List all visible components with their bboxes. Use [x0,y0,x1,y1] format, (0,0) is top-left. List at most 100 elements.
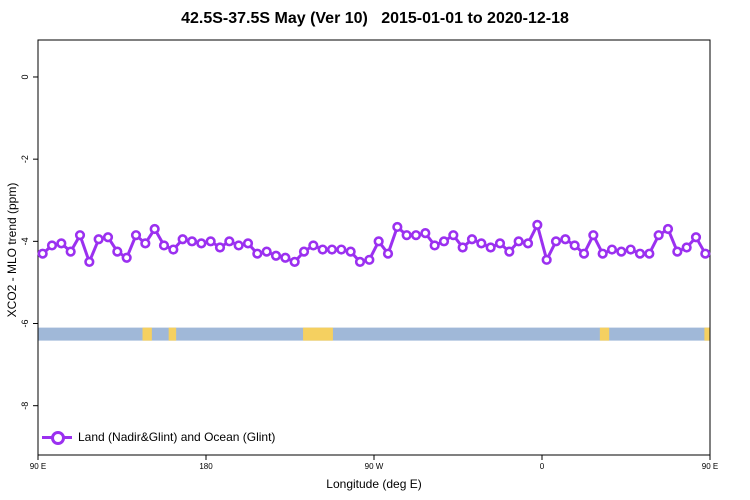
data-point [410,230,422,241]
data-point [336,244,347,255]
x-axis-label: Longitude (deg E) [326,477,422,491]
x-tick-label: 0 [540,462,545,471]
data-point [401,230,412,241]
data-point [130,230,142,241]
data-point [700,248,711,259]
land-band-segment [303,327,333,341]
data-point [354,256,366,267]
land-band-segment [704,327,710,341]
chart-title: 42.5S-37.5S May (Ver 10) 2015-01-01 to 2… [181,10,569,27]
x-tick-label: 90 E [702,462,718,471]
data-point [56,238,67,249]
data-point [681,242,692,253]
data-point [112,246,123,257]
data-point [242,238,254,249]
data-point [532,219,543,231]
data-point [494,238,506,249]
data-point [625,244,636,255]
data-point [653,230,664,241]
data-point [522,238,534,249]
y-tick-label: -2 [20,155,30,163]
data-point [634,248,646,259]
data-point [177,234,188,245]
data-point [560,234,571,245]
land-band-segment [599,327,610,341]
data-point [270,250,282,261]
ocean-band [38,327,710,341]
data-point [102,232,114,243]
data-point [205,236,216,247]
data-point [140,238,151,249]
data-point [578,248,590,259]
data-point [196,238,207,249]
legend-swatch [42,430,72,445]
data-point [84,256,95,267]
data-point [616,246,627,257]
data-point [168,244,179,255]
data-point [186,236,198,247]
data-point [382,248,394,259]
data-point [65,246,76,257]
y-tick-label: -8 [20,402,30,410]
x-tick-label: 180 [199,462,213,471]
data-point [476,238,487,249]
y-axis: 0 -2 -4 -6 -8 [20,74,38,410]
data-point [457,242,468,253]
data-point [662,223,674,235]
data-point [606,244,618,255]
data-point [224,236,235,247]
y-tick-label: 0 [20,74,30,79]
data-point [392,221,403,233]
data-point [345,246,356,257]
data-point [298,246,310,257]
y-tick-label: -4 [20,237,30,245]
land-band-segment [142,327,152,341]
data-point [214,242,226,253]
data-point [438,236,450,247]
data-point [690,232,702,243]
data-point [280,252,291,263]
data-point [420,228,431,239]
data-point [485,242,496,253]
surface-type-band [38,327,710,341]
data-point [289,256,300,267]
y-axis-label: XCO2 - MLO trend (ppm) [5,182,19,318]
data-point [550,236,562,247]
data-point [37,248,48,259]
data-point [326,244,338,255]
data-point [261,246,272,257]
data-point [541,254,552,265]
data-point [74,230,86,241]
data-point [504,246,515,257]
x-tick-label: 90 E [30,462,46,471]
data-point [569,240,580,251]
x-tick-label: 90 W [365,462,384,471]
data-point [93,234,104,245]
series-group [37,219,711,267]
data-point [46,240,58,251]
data-point [513,236,524,247]
data-point [121,252,132,263]
data-point [466,234,478,245]
land-band-segment [168,327,177,341]
legend-entry-label: Land (Nadir&Glint) and Ocean (Glint) [78,430,276,444]
data-point [233,240,244,251]
data-point [672,246,683,257]
data-point [149,223,160,235]
legend: Land (Nadir&Glint) and Ocean (Glint) [42,428,275,446]
data-point [448,230,459,241]
data-point [308,240,319,251]
data-point [644,248,655,259]
data-point [158,240,170,251]
data-point [252,248,263,259]
y-tick-label: -6 [20,320,30,328]
data-point [364,254,375,265]
data-point [429,240,440,251]
data-point [317,244,328,255]
data-point [597,248,608,259]
legend-marker [51,431,65,445]
data-point [588,230,599,241]
data-point [373,236,384,247]
